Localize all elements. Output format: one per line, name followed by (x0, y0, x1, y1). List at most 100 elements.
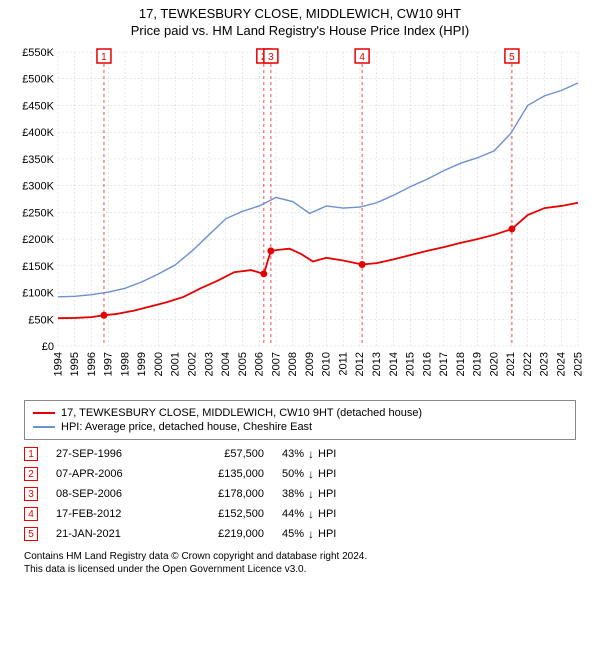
y-tick-label: £550K (22, 47, 54, 59)
legend-label: HPI: Average price, detached house, Ches… (61, 421, 312, 433)
footer: Contains HM Land Registry data © Crown c… (24, 550, 576, 576)
footer-line1: Contains HM Land Registry data © Crown c… (24, 550, 576, 563)
x-tick-label: 1995 (69, 352, 81, 376)
transaction-table: 1 27-SEP-1996 £57,500 43% ↓ HPI 2 07-APR-2006 £1… (24, 444, 576, 544)
arrow-down-icon: ↓ (308, 527, 314, 541)
x-tick-label: 2008 (287, 352, 299, 376)
transaction-row: 127-SEP-1996£57,50043%↓HPI (24, 444, 576, 464)
transaction-hpi-label: HPI (318, 488, 336, 500)
x-tick-label: 2023 (539, 352, 551, 376)
event-marker-label: 5 (509, 52, 515, 63)
arrow-down-icon: ↓ (308, 487, 314, 501)
y-tick-label: £250K (22, 207, 54, 219)
transaction-delta-pct: 43% (282, 448, 304, 460)
x-tick-label: 2010 (321, 352, 333, 376)
x-tick-label: 2005 (237, 352, 249, 376)
transaction-marker: 4 (24, 507, 38, 521)
transaction-row: 2 07-APR-2006 £135,000 50% ↓ HPI (24, 464, 576, 484)
footer-line2: This data is licensed under the Open Gov… (24, 563, 576, 576)
transaction-delta-pct: 45% (282, 528, 304, 540)
y-tick-label: £350K (22, 154, 54, 166)
legend-swatch (33, 412, 55, 414)
transaction-delta-pct: 38% (282, 488, 304, 500)
x-tick-label: 2024 (556, 352, 568, 376)
x-tick-label: 2004 (220, 352, 232, 376)
x-tick-label: 2015 (405, 352, 417, 376)
transaction-price: £219,000 (184, 528, 264, 540)
transaction-date: 08-SEP-2006 (56, 488, 166, 500)
y-tick-label: £450K (22, 100, 54, 112)
y-tick-label: £50K (28, 314, 54, 326)
arrow-down-icon: ↓ (308, 467, 314, 481)
arrow-down-icon: ↓ (308, 447, 314, 461)
transaction-date: 17-FEB-2012 (56, 508, 166, 520)
x-tick-label: 2003 (203, 352, 215, 376)
transaction-row: 3 08-SEP-2006 £178,000 38% ↓ HPI (24, 484, 576, 504)
transaction-price: £57,500 (184, 448, 264, 460)
transaction-delta: 44%↓HPI (282, 507, 336, 521)
y-tick-label: £400K (22, 127, 54, 139)
x-tick-label: 2020 (488, 352, 500, 376)
x-tick-label: 2006 (254, 352, 266, 376)
transaction-hpi-label: HPI (318, 468, 336, 480)
transaction-row: 417-FEB-2012£152,50044%↓HPI (24, 504, 576, 524)
x-tick-label: 1997 (103, 352, 115, 376)
event-marker-label: 3 (268, 52, 274, 63)
legend: 17, TEWKESBURY CLOSE, MIDDLEWICH, CW10 9… (24, 400, 576, 440)
y-tick-label: £150K (22, 261, 54, 273)
x-tick-label: 2012 (354, 352, 366, 376)
transaction-price: £152,500 (184, 508, 264, 520)
x-tick-label: 2017 (438, 352, 450, 376)
event-marker-label: 1 (101, 52, 107, 63)
x-tick-label: 2019 (472, 352, 484, 376)
x-tick-label: 2011 (337, 352, 349, 376)
legend-row: 17, TEWKESBURY CLOSE, MIDDLEWICH, CW10 9… (33, 406, 567, 420)
x-tick-label: 1998 (119, 352, 131, 376)
transaction-date: 07-APR-2006 (56, 468, 166, 480)
series-property-price (58, 203, 578, 318)
transaction-date: 21-JAN-2021 (56, 528, 166, 540)
transaction-hpi-label: HPI (318, 528, 336, 540)
transaction-marker: 3 (24, 487, 38, 501)
transaction-delta: 38% ↓ HPI (282, 487, 336, 501)
transaction-delta: 50% ↓ HPI (282, 467, 336, 481)
chart: £0£50K£100K£150K£200K£250K£300K£350K£400… (10, 44, 590, 394)
y-tick-label: £300K (22, 181, 54, 193)
transaction-marker: 1 (24, 447, 38, 461)
transaction-price: £135,000 (184, 468, 264, 480)
transaction-price: £178,000 (184, 488, 264, 500)
x-tick-label: 2009 (304, 352, 316, 376)
transaction-delta-pct: 50% (282, 468, 304, 480)
y-tick-label: £500K (22, 74, 54, 86)
x-tick-label: 2014 (388, 352, 400, 376)
transaction-hpi-label: HPI (318, 508, 336, 520)
x-tick-label: 1999 (136, 352, 148, 376)
title-address: 17, TEWKESBURY CLOSE, MIDDLEWICH, CW10 9… (0, 6, 600, 21)
transaction-marker: 5 (24, 527, 38, 541)
x-tick-label: 2002 (186, 352, 198, 376)
legend-label: 17, TEWKESBURY CLOSE, MIDDLEWICH, CW10 9… (61, 407, 422, 419)
transaction-delta: 45% ↓ HPI (282, 527, 336, 541)
arrow-down-icon: ↓ (308, 507, 314, 521)
y-tick-label: £100K (22, 288, 54, 300)
legend-row: HPI: Average price, detached house, Ches… (33, 420, 567, 434)
x-tick-label: 2007 (270, 352, 282, 376)
x-tick-label: 2025 (572, 352, 584, 376)
transaction-date: 27-SEP-1996 (56, 448, 166, 460)
x-tick-label: 2013 (371, 352, 383, 376)
event-marker-label: 4 (359, 52, 365, 63)
legend-swatch (33, 426, 55, 428)
transaction-delta: 43%↓HPI (282, 447, 336, 461)
x-tick-label: 1996 (86, 352, 98, 376)
chart-svg: £0£50K£100K£150K£200K£250K£300K£350K£400… (10, 44, 590, 394)
x-tick-label: 2016 (421, 352, 433, 376)
x-tick-label: 1994 (52, 352, 64, 376)
x-tick-label: 2018 (455, 352, 467, 376)
y-tick-label: £200K (22, 234, 54, 246)
transaction-row: 5 21-JAN-2021 £219,000 45% ↓ HPI (24, 524, 576, 544)
transaction-marker: 2 (24, 467, 38, 481)
x-tick-label: 2001 (170, 352, 182, 376)
page: 17, TEWKESBURY CLOSE, MIDDLEWICH, CW10 9… (0, 0, 600, 650)
title-block: 17, TEWKESBURY CLOSE, MIDDLEWICH, CW10 9… (0, 0, 600, 40)
series-hpi (58, 83, 578, 297)
